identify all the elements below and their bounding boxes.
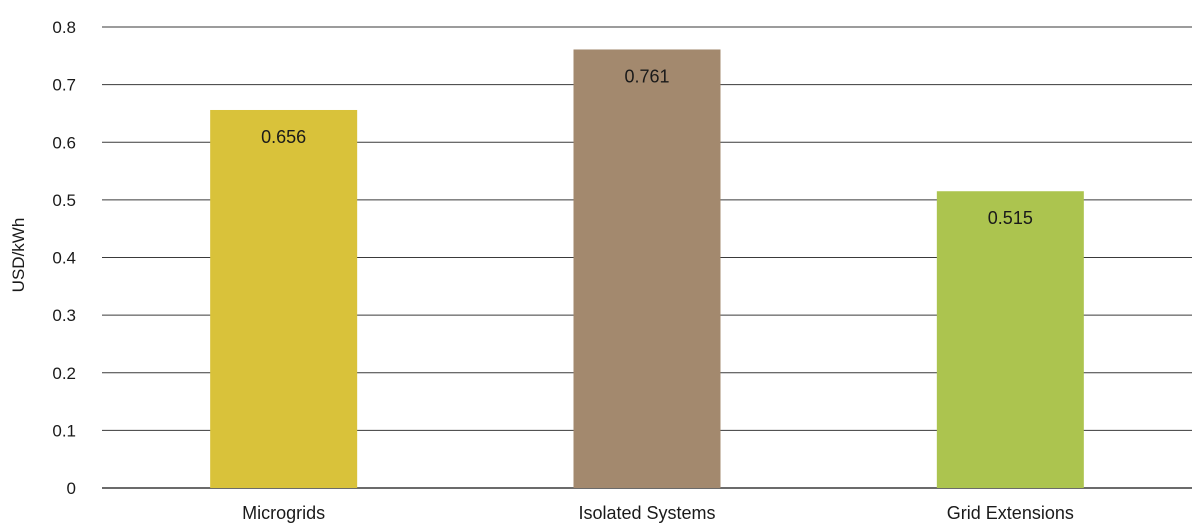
bars [210,49,1084,488]
x-tick-label: Grid Extensions [947,503,1074,523]
y-tick-label: 0.8 [52,18,76,37]
y-tick-label: 0.4 [52,249,76,268]
x-axis-ticks: Microgrids Isolated Systems Grid Extension… [242,503,1074,523]
data-label: 0.761 [624,66,669,86]
y-tick-label: 0.3 [52,306,76,325]
y-tick-label: 0.1 [52,421,76,440]
bar [573,49,721,488]
y-tick-label: 0.6 [52,133,76,152]
data-label: 0.656 [261,127,306,147]
x-tick-label: Isolated Systems [578,503,715,523]
y-tick-label: 0.2 [52,364,76,383]
y-tick-label: 0 [67,479,76,498]
x-tick-label: Microgrids [242,503,325,523]
bar [210,109,358,488]
data-label: 0.515 [988,208,1033,228]
y-tick-label: 0.7 [52,76,76,95]
y-axis-ticks: 0 0.1 0.2 0.3 0.4 0.5 0.6 0.7 0.8 [52,18,76,498]
data-labels: 0.656 0.761 0.515 [261,66,1033,228]
y-axis-title: USD/kWh [9,218,28,293]
y-tick-label: 0.5 [52,191,76,210]
bar [936,191,1084,488]
